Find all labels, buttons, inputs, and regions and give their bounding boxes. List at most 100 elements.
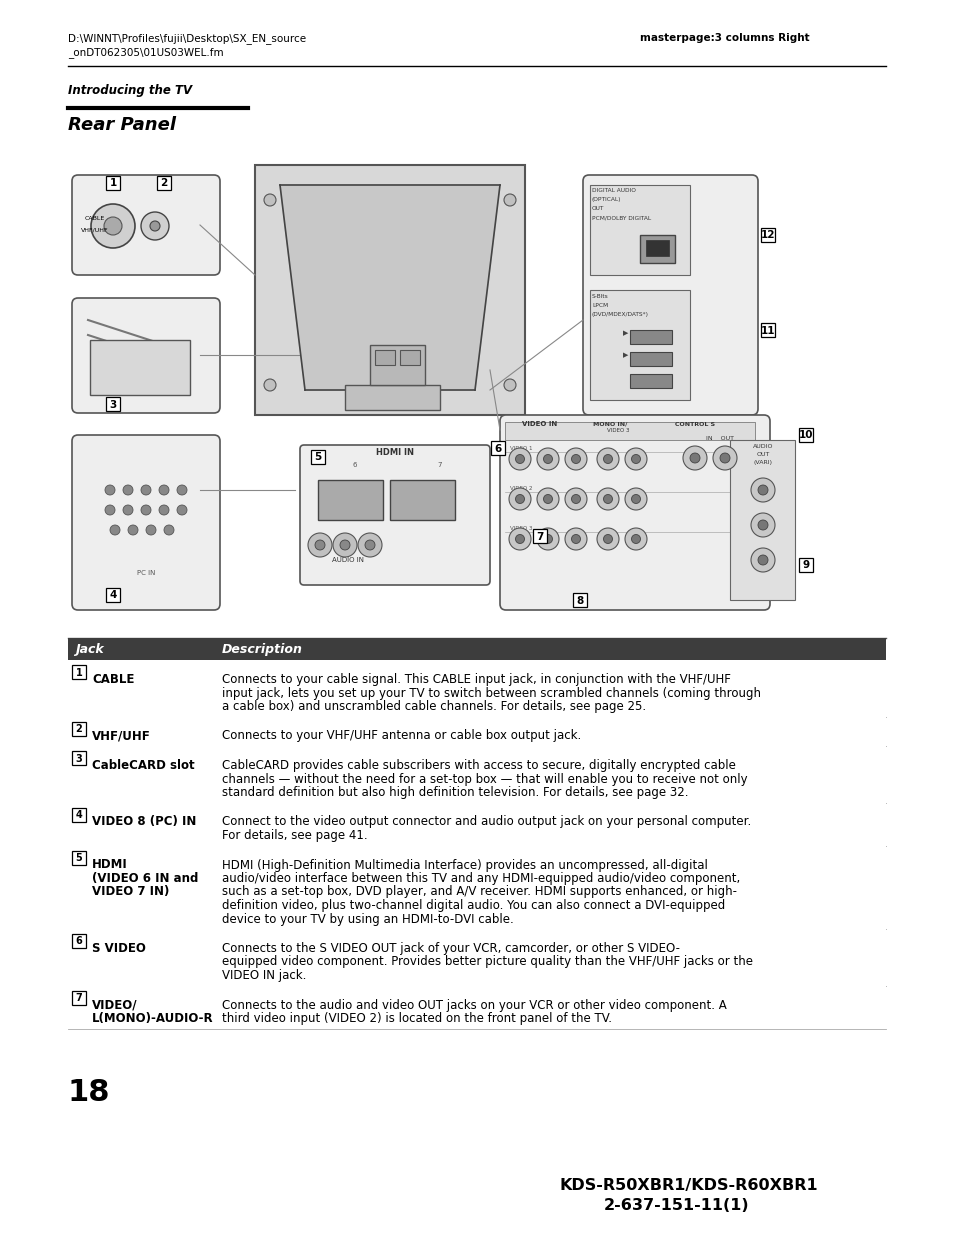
Text: 6: 6	[494, 443, 501, 453]
Circle shape	[624, 488, 646, 510]
Circle shape	[597, 529, 618, 550]
Circle shape	[631, 454, 639, 463]
FancyBboxPatch shape	[68, 846, 885, 929]
FancyBboxPatch shape	[729, 440, 794, 600]
Circle shape	[141, 485, 151, 495]
FancyBboxPatch shape	[106, 396, 120, 411]
Text: AUDIO IN: AUDIO IN	[332, 557, 364, 563]
Text: PC IN: PC IN	[136, 571, 155, 576]
Circle shape	[141, 212, 169, 240]
Circle shape	[150, 221, 160, 231]
FancyBboxPatch shape	[390, 480, 455, 520]
Circle shape	[146, 525, 156, 535]
Text: For details, see page 41.: For details, see page 41.	[222, 829, 367, 842]
Text: VIDEO 3: VIDEO 3	[510, 526, 532, 531]
FancyBboxPatch shape	[71, 990, 86, 1004]
FancyBboxPatch shape	[71, 751, 86, 764]
Circle shape	[564, 529, 586, 550]
Text: MONO IN/: MONO IN/	[592, 422, 626, 427]
Circle shape	[750, 548, 774, 572]
Text: audio/video interface between this TV and any HDMI-equipped audio/video componen: audio/video interface between this TV an…	[222, 872, 740, 885]
Circle shape	[712, 446, 737, 471]
Circle shape	[308, 534, 332, 557]
Circle shape	[509, 488, 531, 510]
Text: CABLE: CABLE	[91, 673, 134, 685]
Circle shape	[141, 505, 151, 515]
FancyBboxPatch shape	[71, 721, 86, 736]
FancyBboxPatch shape	[68, 929, 885, 986]
Text: VHF/UHF: VHF/UHF	[91, 730, 151, 742]
Circle shape	[597, 448, 618, 471]
Text: Connects to your VHF/UHF antenna or cable box output jack.: Connects to your VHF/UHF antenna or cabl…	[222, 730, 580, 742]
Circle shape	[264, 379, 275, 391]
Text: masterpage:3 columns Right: masterpage:3 columns Right	[639, 33, 809, 43]
Circle shape	[91, 204, 135, 248]
Text: IN    OUT: IN OUT	[705, 436, 733, 441]
Circle shape	[543, 494, 552, 504]
Text: input jack, lets you set up your TV to switch between scrambled channels (coming: input jack, lets you set up your TV to s…	[222, 687, 760, 699]
Circle shape	[564, 488, 586, 510]
Text: standard definition but also high definition television. For details, see page 3: standard definition but also high defini…	[222, 785, 688, 799]
FancyBboxPatch shape	[311, 450, 325, 464]
Text: VIDEO IN: VIDEO IN	[522, 421, 558, 427]
Circle shape	[264, 194, 275, 206]
Text: Rear Panel: Rear Panel	[68, 116, 175, 135]
Circle shape	[571, 454, 579, 463]
Polygon shape	[280, 185, 499, 390]
Circle shape	[503, 379, 516, 391]
Circle shape	[571, 535, 579, 543]
Circle shape	[110, 525, 120, 535]
Text: VIDEO 3: VIDEO 3	[606, 429, 629, 433]
Circle shape	[758, 520, 767, 530]
Circle shape	[509, 529, 531, 550]
FancyBboxPatch shape	[629, 374, 671, 388]
Circle shape	[682, 446, 706, 471]
Circle shape	[509, 448, 531, 471]
Text: AUDIO: AUDIO	[752, 445, 773, 450]
Text: VIDEO IN jack.: VIDEO IN jack.	[222, 969, 306, 982]
Text: 3: 3	[110, 399, 116, 410]
FancyBboxPatch shape	[589, 185, 689, 275]
FancyBboxPatch shape	[68, 716, 885, 746]
Circle shape	[515, 494, 524, 504]
Text: ▶: ▶	[622, 330, 627, 336]
Circle shape	[357, 534, 381, 557]
FancyBboxPatch shape	[71, 808, 86, 821]
FancyBboxPatch shape	[68, 659, 885, 716]
Circle shape	[631, 494, 639, 504]
Text: S-BIts: S-BIts	[592, 294, 608, 299]
Text: VIDEO 8 (PC) IN: VIDEO 8 (PC) IN	[91, 815, 196, 829]
Circle shape	[689, 453, 700, 463]
Text: 12: 12	[760, 231, 775, 241]
FancyBboxPatch shape	[157, 177, 171, 190]
Text: 6: 6	[75, 936, 82, 946]
Text: (VIDEO 6 IN and: (VIDEO 6 IN and	[91, 872, 198, 885]
Text: 8: 8	[576, 595, 583, 605]
Circle shape	[159, 505, 169, 515]
Text: S VIDEO: S VIDEO	[91, 942, 146, 955]
Text: device to your TV by using an HDMI-to-DVI cable.: device to your TV by using an HDMI-to-DV…	[222, 913, 514, 925]
Text: channels — without the need for a set-top box — that will enable you to receive : channels — without the need for a set-to…	[222, 773, 747, 785]
Text: (DVD/MDEX/DATS*): (DVD/MDEX/DATS*)	[592, 312, 648, 317]
Text: 2-637-151-11(1): 2-637-151-11(1)	[603, 1198, 749, 1213]
Circle shape	[758, 485, 767, 495]
Text: VIDEO/: VIDEO/	[91, 999, 137, 1011]
FancyBboxPatch shape	[589, 290, 689, 400]
FancyBboxPatch shape	[71, 435, 220, 610]
Circle shape	[333, 534, 356, 557]
FancyBboxPatch shape	[629, 330, 671, 345]
Text: Description: Description	[222, 643, 302, 656]
FancyBboxPatch shape	[760, 228, 774, 242]
Text: DIGITAL AUDIO: DIGITAL AUDIO	[592, 188, 636, 193]
Text: LPCM: LPCM	[592, 303, 607, 308]
Text: 4: 4	[75, 810, 82, 820]
FancyBboxPatch shape	[90, 340, 190, 395]
Circle shape	[720, 453, 729, 463]
FancyBboxPatch shape	[68, 746, 885, 803]
Circle shape	[515, 454, 524, 463]
Circle shape	[105, 485, 115, 495]
FancyBboxPatch shape	[573, 593, 586, 606]
Text: CableCARD slot: CableCARD slot	[91, 760, 194, 772]
Circle shape	[177, 505, 187, 515]
Text: 9: 9	[801, 561, 809, 571]
